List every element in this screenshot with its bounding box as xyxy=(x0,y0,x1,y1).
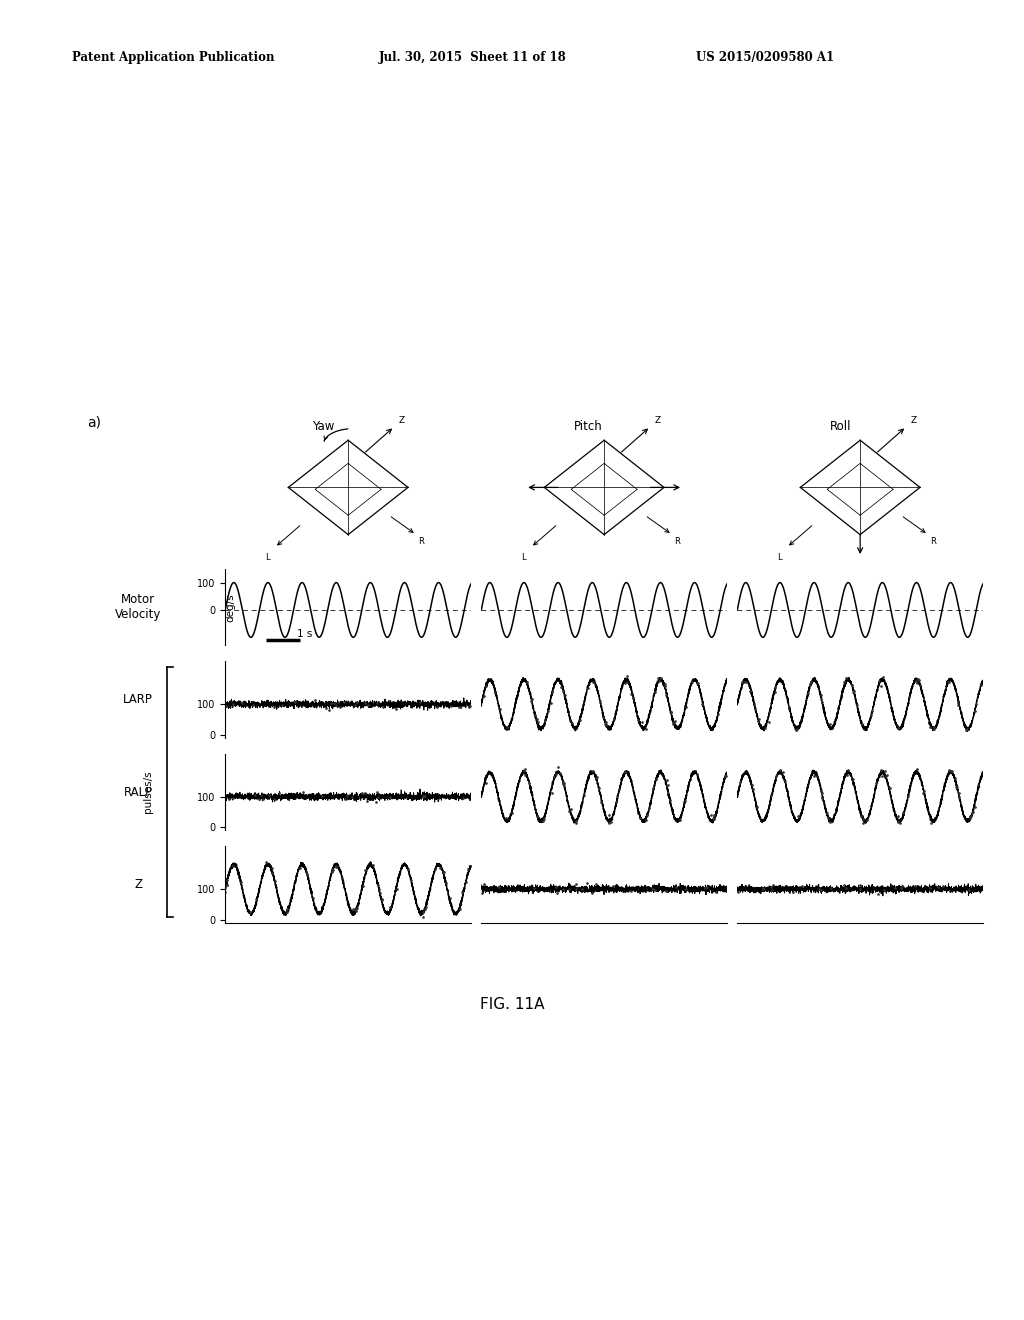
Text: FIG. 11A: FIG. 11A xyxy=(480,997,544,1011)
Text: Motor
Velocity: Motor Velocity xyxy=(115,593,162,622)
Text: US 2015/0209580 A1: US 2015/0209580 A1 xyxy=(696,51,835,65)
Text: Z: Z xyxy=(654,416,660,425)
Text: LARP: LARP xyxy=(123,693,154,706)
Text: R: R xyxy=(674,537,680,545)
Text: Roll: Roll xyxy=(829,420,851,433)
Text: RALP: RALP xyxy=(124,785,153,799)
Text: Patent Application Publication: Patent Application Publication xyxy=(72,51,274,65)
Text: R: R xyxy=(930,537,936,545)
Text: Yaw: Yaw xyxy=(312,420,335,433)
Text: R: R xyxy=(418,537,424,545)
Text: L: L xyxy=(777,553,782,561)
Text: 1 s: 1 s xyxy=(297,628,312,639)
Text: Z: Z xyxy=(134,878,142,891)
Text: Jul. 30, 2015  Sheet 11 of 18: Jul. 30, 2015 Sheet 11 of 18 xyxy=(379,51,566,65)
Text: pulses/s: pulses/s xyxy=(143,771,154,813)
Text: L: L xyxy=(265,553,270,561)
Text: a): a) xyxy=(87,416,101,430)
Text: Z: Z xyxy=(398,416,404,425)
Text: deg/s: deg/s xyxy=(225,593,236,622)
Text: L: L xyxy=(521,553,526,561)
Text: Pitch: Pitch xyxy=(573,420,602,433)
Text: Z: Z xyxy=(910,416,916,425)
